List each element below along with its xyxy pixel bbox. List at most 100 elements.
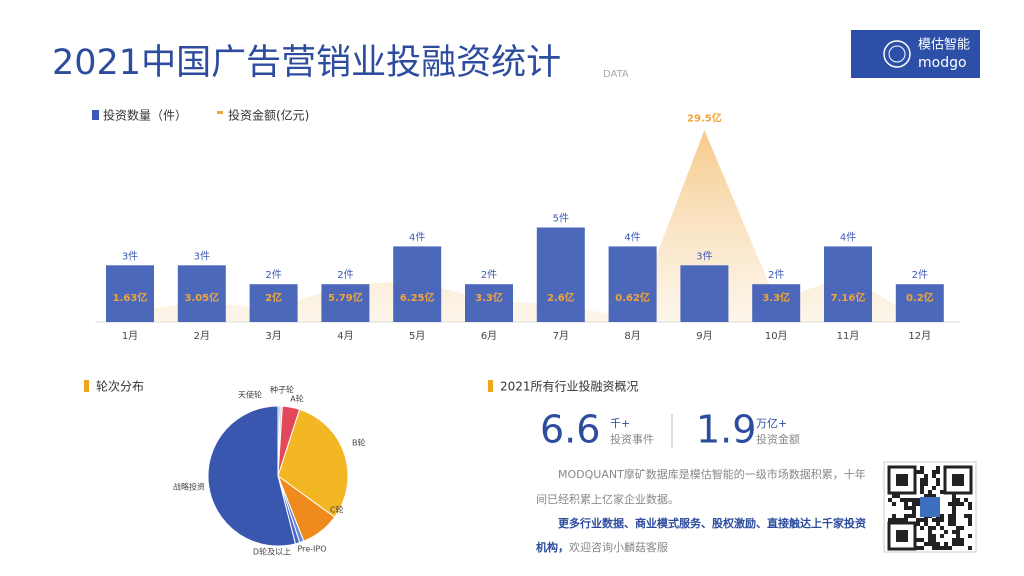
pie-label: 战略投资 [173,482,205,492]
qr-cell [916,518,920,522]
logo-box [851,30,980,78]
qr-cell [912,506,916,510]
area [130,130,920,322]
qr-cell [912,502,916,506]
pie-label: C轮 [330,505,344,515]
qr-cell [920,478,924,482]
legend-label: 投资数量（件） [103,108,187,123]
amount-label: 7.16亿 [831,291,866,304]
qr-cell [968,546,972,550]
x-tick-label: 10月 [765,330,788,342]
qr-cell [912,514,916,518]
qr-cell [952,498,956,502]
qr-cell [960,538,964,542]
qr-cell [952,514,956,518]
count-label: 4件 [624,231,640,243]
qr-cell [928,494,932,498]
contact: 欢迎咨询小麟菇客服 [569,541,668,554]
qr-cell [936,518,940,522]
stat-unit: 千+ [610,417,630,430]
amount-label: 2.6亿 [547,291,575,304]
qr-cell [920,490,924,494]
qr-cell [932,538,936,542]
qr-cell [920,526,924,530]
qr-cell [956,530,960,534]
qr-cell [948,518,952,522]
qr-cell [932,474,936,478]
qr-cell [904,506,908,510]
qr-cell [920,546,924,550]
logo-icon [883,40,911,68]
qr-cell [940,518,944,522]
x-tick-label: 8月 [624,330,640,342]
qr-cell [932,494,936,498]
count-label: 5件 [553,213,569,225]
qr-cell [928,526,932,530]
bar [177,265,226,322]
bar [321,284,370,322]
qr-finder [896,474,908,486]
summary-cta: 更多行业数据、商业模式服务、股权激励、直接触达上千家投资机构，欢迎咨询小麟菇客服 [536,512,876,560]
x-tick-label: 9月 [696,330,712,342]
qr-cell [888,498,892,502]
amount-label: 29.5亿 [687,111,722,124]
qr-cell [936,466,940,470]
x-tick-label: 3月 [265,330,281,342]
qr-cell [920,486,924,490]
qr-cell [928,534,932,538]
qr-cell [928,542,932,546]
stat-label: 投资金额 [756,432,800,446]
legend-label: 投资金额(亿元) [228,108,309,123]
qr-cell [956,502,960,506]
qr-cell [896,494,900,498]
qr-cell [960,502,964,506]
qr-cell [920,538,924,542]
pie-label: A轮 [290,394,303,404]
legend-marker [92,110,99,120]
qr-cell [920,518,924,522]
count-label: 2件 [265,269,281,281]
stat-value: 6.6 [540,408,600,452]
x-tick-label: 2月 [194,330,210,342]
title: 2021中国广告营销业投融资统计 [52,43,561,83]
qr-cell [904,502,908,506]
x-tick-label: 7月 [553,330,569,342]
x-tick-label: 5月 [409,330,425,342]
qr-cell [932,546,936,550]
bar [824,246,872,322]
section-marker [488,380,493,392]
qr-cell [920,470,924,474]
qr-cell [956,538,960,542]
qr-pattern [887,465,973,551]
qr-cell [912,498,916,502]
qr-cell [904,518,908,522]
qr-cell [936,522,940,526]
amount-label: 3.05亿 [184,291,219,304]
highlight: 更多行业数据、商业模式服务、股权激励、直接触达上千家投资机构， [536,517,866,554]
pie-slice [277,408,349,518]
qr-cell [956,498,960,502]
qr-center [920,497,940,517]
qr-cell [932,526,936,530]
qr-cell [904,498,908,502]
qr-cell [936,546,940,550]
qr-cell [940,490,944,494]
bar [752,284,801,322]
qr-cell [924,494,928,498]
qr-cell [928,538,932,542]
pie-label: 种子轮 [270,385,294,395]
count-label: 3件 [122,250,138,262]
qr-cell [916,538,920,542]
amount-label: 3.3亿 [762,291,790,304]
x-tick-label: 11月 [837,330,860,342]
count-label: 2件 [768,269,784,281]
bar [536,227,585,322]
qr-cell [896,518,900,522]
qr-cell [928,530,932,534]
qr-cell [936,482,940,486]
qr-cell [932,486,936,490]
qr-cell [908,506,912,510]
qr-cell [968,518,972,522]
